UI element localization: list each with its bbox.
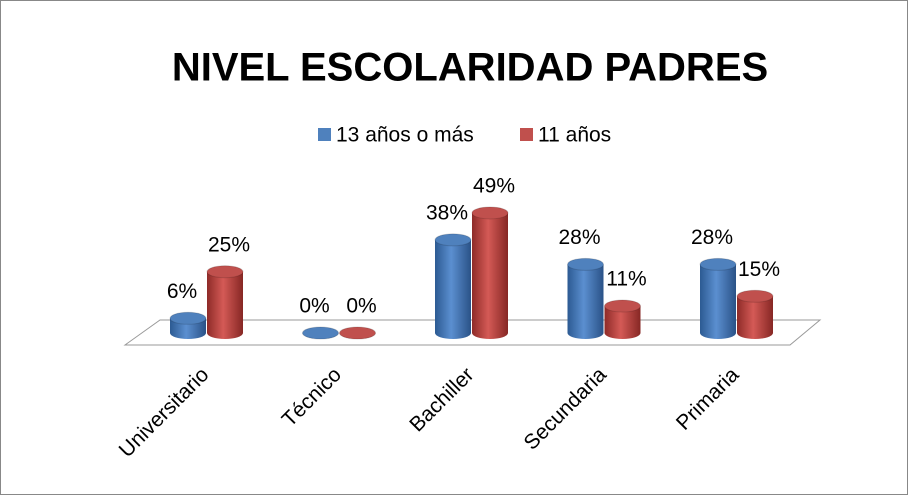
bar-body <box>207 271 243 339</box>
data-label: 25% <box>208 233 250 256</box>
bar-body <box>567 264 604 339</box>
data-label: 38% <box>426 201 468 224</box>
legend-label: 11 años <box>538 124 611 147</box>
data-label: 15% <box>738 258 780 281</box>
data-label: 28% <box>691 226 733 249</box>
data-label: 11% <box>606 268 646 291</box>
data-label: 0% <box>346 295 376 318</box>
bar-top <box>339 326 376 340</box>
bar-top <box>699 257 737 271</box>
data-label: 28% <box>558 226 600 249</box>
bar-top <box>302 326 339 340</box>
chart-title: NIVEL ESCOLARIDAD PADRES <box>172 46 768 90</box>
bar-top <box>434 233 472 247</box>
bar-top <box>169 311 207 325</box>
legend-swatch <box>318 128 331 141</box>
data-label: 49% <box>473 174 515 197</box>
legend-swatch <box>520 128 533 141</box>
bar-body <box>700 264 736 339</box>
bar-top <box>471 206 509 220</box>
bar-body <box>435 239 471 339</box>
bar-top <box>567 257 604 271</box>
legend-label: 13 años o más <box>336 124 474 147</box>
bar-body <box>604 306 641 339</box>
bar-top <box>604 299 641 313</box>
bar-body <box>737 296 773 339</box>
data-label: 0% <box>299 295 329 318</box>
bar-top <box>206 265 244 279</box>
bar-top <box>736 289 774 303</box>
bar-body <box>472 212 508 339</box>
data-label: 6% <box>167 280 197 303</box>
